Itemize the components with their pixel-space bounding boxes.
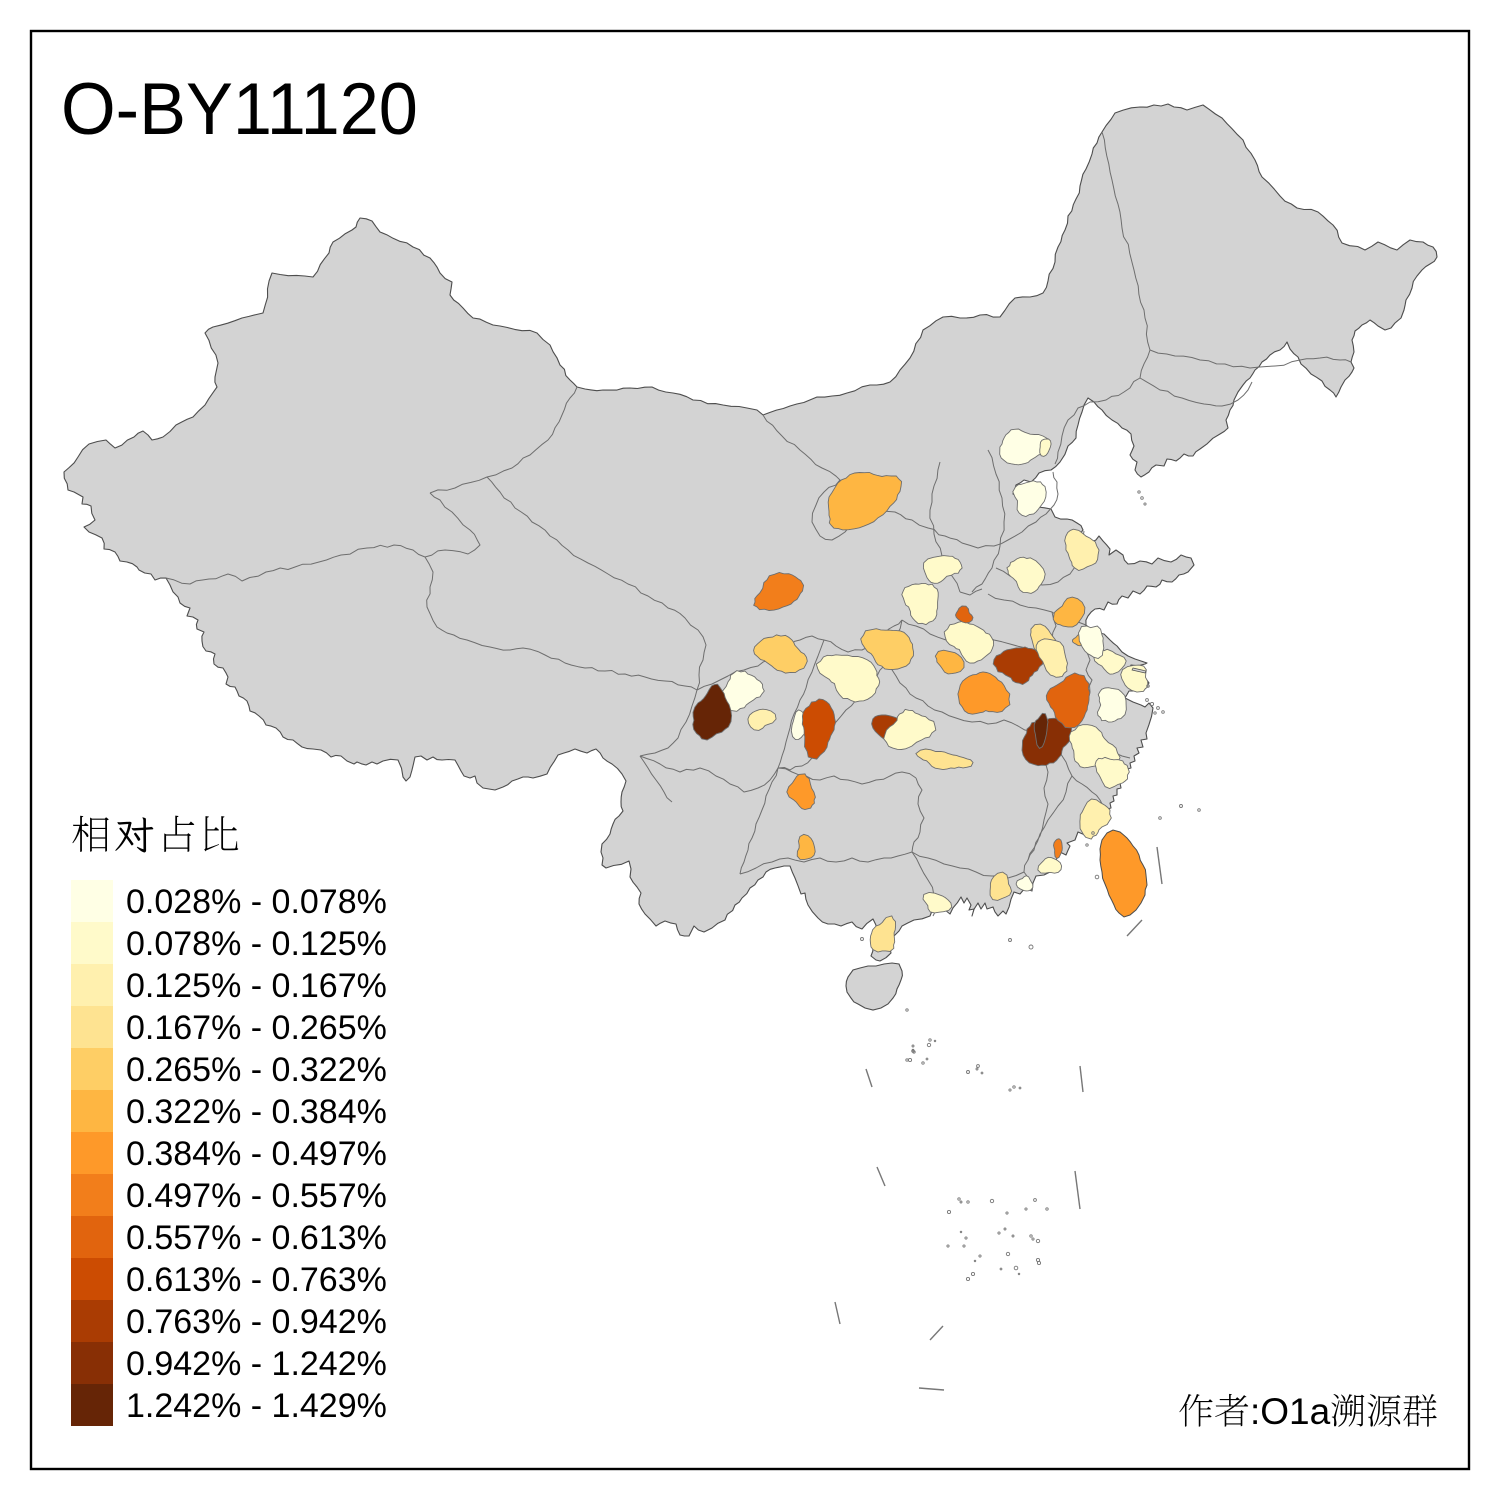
svg-text:0.942% - 1.242%: 0.942% - 1.242% [126,1345,387,1383]
svg-text:0.322% - 0.384%: 0.322% - 0.384% [126,1093,387,1131]
svg-text:0.557% - 0.613%: 0.557% - 0.613% [126,1219,387,1257]
svg-text:0.497% - 0.557%: 0.497% - 0.557% [126,1177,387,1215]
svg-text:O-BY11120: O-BY11120 [61,69,418,150]
svg-text::O1a: :O1a [1250,1391,1331,1432]
svg-text:0.078% - 0.125%: 0.078% - 0.125% [126,925,387,963]
svg-text:0.167% - 0.265%: 0.167% - 0.265% [126,1009,387,1047]
svg-text:0.265% - 0.322%: 0.265% - 0.322% [126,1051,387,1089]
svg-text:0.613% - 0.763%: 0.613% - 0.763% [126,1261,387,1299]
svg-text:0.028% - 0.078%: 0.028% - 0.078% [126,883,387,921]
svg-text:1.242% - 1.429%: 1.242% - 1.429% [126,1387,387,1425]
svg-text:0.763% - 0.942%: 0.763% - 0.942% [126,1303,387,1341]
svg-text:0.384% - 0.497%: 0.384% - 0.497% [126,1135,387,1173]
svg-text:0.125% - 0.167%: 0.125% - 0.167% [126,967,387,1005]
